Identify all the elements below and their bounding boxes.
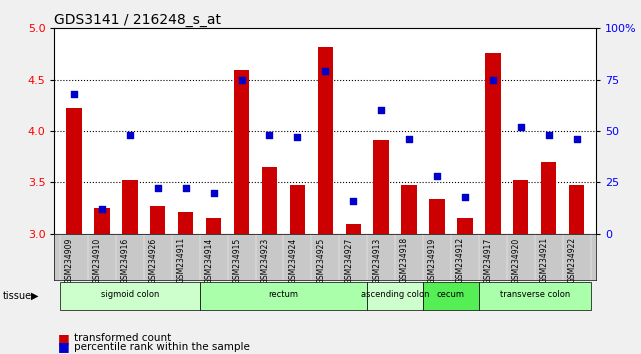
Bar [94, 208, 110, 234]
Point [153, 185, 163, 191]
Bar [150, 206, 165, 234]
Point [181, 185, 191, 191]
Text: GSM234913: GSM234913 [372, 237, 381, 284]
Bar [345, 224, 361, 234]
Text: ■: ■ [58, 332, 69, 344]
Bar [479, 282, 590, 310]
Text: GSM234926: GSM234926 [149, 237, 158, 284]
Text: tissue: tissue [3, 291, 32, 301]
Text: GSM234918: GSM234918 [400, 237, 409, 284]
Text: GSM234914: GSM234914 [204, 237, 213, 284]
Bar [513, 180, 528, 234]
Bar [485, 53, 501, 234]
Text: transformed count: transformed count [74, 333, 171, 343]
Text: ascending colon: ascending colon [361, 290, 429, 299]
Point [572, 136, 582, 142]
Bar [290, 185, 305, 234]
Text: rectum: rectum [269, 290, 299, 299]
Bar [457, 218, 472, 234]
Bar [206, 218, 221, 234]
Point [515, 124, 526, 130]
Bar [122, 180, 138, 234]
Point [488, 77, 498, 82]
Text: GSM234916: GSM234916 [121, 237, 130, 284]
Text: GSM234909: GSM234909 [65, 237, 74, 284]
Bar [67, 108, 81, 234]
Text: GSM234911: GSM234911 [177, 237, 186, 284]
Bar [318, 47, 333, 234]
Bar [569, 185, 584, 234]
Point [404, 136, 414, 142]
Text: ▶: ▶ [31, 291, 38, 301]
Text: GSM234912: GSM234912 [456, 237, 465, 284]
Bar [60, 282, 199, 310]
Point [460, 194, 470, 200]
Point [320, 69, 331, 74]
Bar [367, 282, 423, 310]
Text: GSM234921: GSM234921 [540, 237, 549, 284]
Bar [234, 70, 249, 234]
Point [237, 77, 247, 82]
Text: GSM234919: GSM234919 [428, 237, 437, 284]
Bar [429, 199, 445, 234]
Bar [178, 212, 194, 234]
Text: GSM234925: GSM234925 [316, 237, 326, 284]
Bar [262, 167, 277, 234]
Text: GSM234910: GSM234910 [93, 237, 102, 284]
Bar [199, 282, 367, 310]
Text: sigmoid colon: sigmoid colon [101, 290, 159, 299]
Text: GSM234922: GSM234922 [567, 237, 577, 284]
Text: cecum: cecum [437, 290, 465, 299]
Point [376, 108, 387, 113]
Text: transverse colon: transverse colon [499, 290, 570, 299]
Point [69, 91, 79, 97]
Bar [541, 162, 556, 234]
Point [97, 206, 107, 212]
Text: GSM234923: GSM234923 [260, 237, 269, 284]
Point [348, 198, 358, 204]
Text: GDS3141 / 216248_s_at: GDS3141 / 216248_s_at [54, 13, 222, 27]
Point [292, 134, 303, 140]
Point [544, 132, 554, 138]
Point [208, 190, 219, 195]
Bar [374, 140, 389, 234]
Point [125, 132, 135, 138]
Text: GSM234920: GSM234920 [512, 237, 520, 284]
Text: GSM234917: GSM234917 [484, 237, 493, 284]
Text: percentile rank within the sample: percentile rank within the sample [74, 342, 249, 352]
Bar [401, 185, 417, 234]
Point [264, 132, 274, 138]
Text: GSM234924: GSM234924 [288, 237, 297, 284]
Bar [423, 282, 479, 310]
Text: ■: ■ [58, 341, 69, 353]
Text: GSM234915: GSM234915 [233, 237, 242, 284]
Text: GSM234927: GSM234927 [344, 237, 353, 284]
Point [432, 173, 442, 179]
